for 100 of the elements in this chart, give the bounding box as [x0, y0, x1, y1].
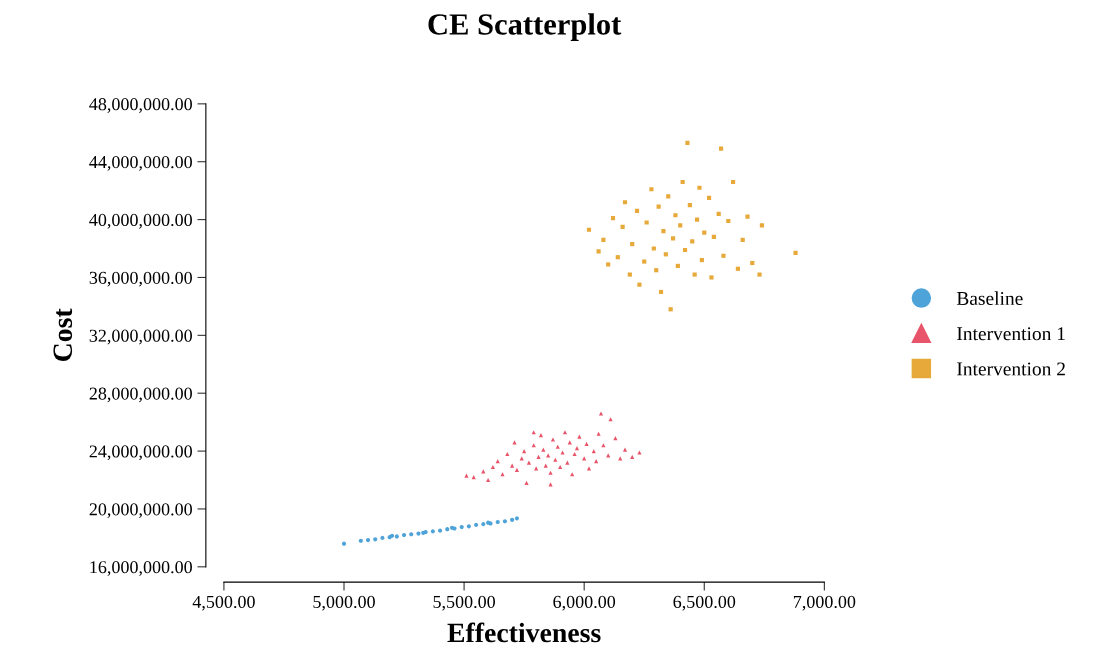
point: [637, 450, 642, 455]
point: [510, 517, 515, 522]
x-tick-label: 6,500.00: [673, 595, 736, 611]
point: [459, 524, 464, 530]
point: [565, 460, 570, 465]
point: [682, 247, 688, 253]
point: [474, 522, 479, 527]
point: [642, 259, 647, 264]
point: [711, 234, 716, 240]
x-axis-title: Effectiveness: [447, 622, 601, 643]
point: [553, 457, 558, 462]
y-tick-label: 40,000,000.00: [89, 213, 192, 229]
legend-label: Intervention 1: [957, 327, 1065, 341]
x-tick-label: 7,000.00: [793, 595, 856, 611]
point: [586, 227, 592, 232]
x-tick-label: 5,500.00: [433, 595, 495, 611]
point: [692, 272, 697, 277]
point: [550, 437, 556, 442]
point: [678, 223, 683, 228]
y-tick-label: 28,000,000.00: [89, 387, 192, 403]
point: [651, 246, 656, 251]
y-tick-label: 36,000,000.00: [89, 271, 192, 287]
x-tick-label: 4,500.00: [192, 595, 255, 611]
point: [495, 519, 500, 525]
point: [654, 268, 659, 273]
point: [649, 187, 654, 192]
point: [716, 211, 721, 216]
y-tick-label: 20,000,000.00: [89, 503, 192, 518]
point: [416, 531, 421, 536]
y-tick-label: 48,000,000.00: [89, 98, 192, 113]
y-tick-label: 44,000,000.00: [89, 155, 192, 171]
point: [620, 224, 625, 229]
point: [675, 263, 680, 268]
point: [596, 431, 601, 436]
point: [514, 516, 520, 521]
point: [644, 220, 649, 225]
point: [534, 466, 539, 471]
point: [668, 307, 673, 312]
point: [615, 255, 620, 260]
point: [709, 275, 714, 280]
point: [606, 262, 611, 267]
point: [437, 528, 443, 533]
point: [745, 214, 750, 219]
point: [577, 434, 582, 439]
point: [630, 454, 635, 459]
point: [445, 527, 450, 532]
point: [685, 140, 690, 145]
point: [666, 194, 671, 199]
y-tick-label: 24,000,000.00: [89, 445, 192, 461]
point: [430, 529, 435, 534]
legend-label: Baseline: [956, 291, 1023, 306]
y-tick-label: 16,000,000.00: [90, 561, 192, 576]
point: [757, 272, 762, 277]
point: [541, 447, 546, 452]
point: [610, 216, 616, 221]
point: [622, 200, 628, 205]
point: [726, 218, 731, 224]
y-axis-title: Cost: [53, 308, 73, 361]
point: [759, 223, 764, 228]
point: [560, 450, 565, 455]
point: [706, 195, 712, 200]
point: [596, 249, 601, 254]
point: [630, 242, 635, 247]
point: [690, 239, 695, 244]
point: [546, 453, 551, 458]
point: [586, 466, 592, 471]
point: [697, 185, 702, 190]
point: [409, 532, 414, 537]
chart-title: CE Scatterplot: [428, 13, 622, 41]
point: [793, 250, 798, 255]
point: [481, 522, 486, 527]
point: [543, 463, 548, 468]
point: [702, 230, 707, 235]
point: [380, 535, 385, 540]
point: [673, 213, 678, 218]
legend-label: Intervention 2: [957, 362, 1065, 376]
point: [687, 203, 692, 208]
point: [373, 537, 378, 542]
point: [510, 463, 515, 468]
x-tick-label: 5,000.00: [313, 595, 375, 611]
point: [627, 272, 632, 277]
point: [694, 217, 700, 222]
y-tick-label: 32,000,000.00: [89, 329, 192, 345]
point: [358, 538, 363, 543]
point: [750, 260, 755, 266]
point: [526, 460, 532, 465]
point: [699, 258, 704, 263]
point: [735, 266, 740, 271]
point: [731, 179, 736, 185]
point: [634, 208, 640, 213]
point: [670, 236, 676, 241]
point: [680, 179, 685, 185]
point: [637, 282, 642, 287]
point: [740, 237, 745, 242]
point: [661, 229, 666, 234]
point: [656, 204, 661, 209]
point: [601, 237, 606, 242]
point: [394, 534, 399, 539]
point: [719, 146, 724, 151]
x-tick-label: 6,000.00: [553, 595, 616, 611]
